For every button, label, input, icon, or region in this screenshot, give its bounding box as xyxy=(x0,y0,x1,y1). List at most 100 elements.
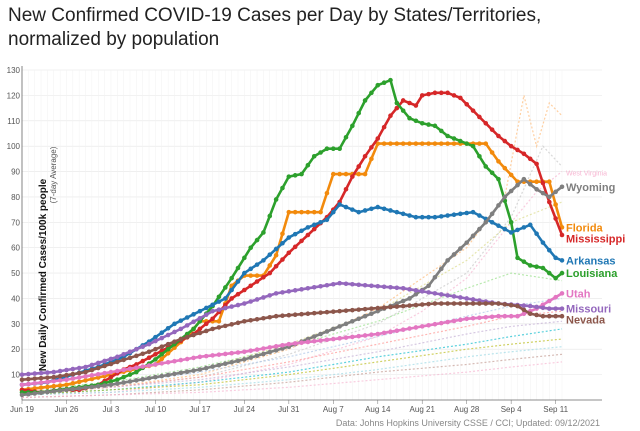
mississippi-point xyxy=(534,161,539,167)
louisiana-point xyxy=(191,326,196,332)
wyoming-point xyxy=(508,188,514,194)
missouri-point xyxy=(222,305,228,311)
missouri-point xyxy=(553,306,558,311)
arkansas-point xyxy=(400,211,406,217)
utah-point xyxy=(324,337,330,343)
florida-point xyxy=(95,375,101,380)
data-credit: Data: Johns Hopkins University CSSE / CC… xyxy=(336,418,600,428)
arkansas-point xyxy=(426,214,431,220)
missouri-point xyxy=(445,293,450,298)
wyoming-point xyxy=(330,326,336,332)
missouri-point xyxy=(527,303,533,309)
wyoming-point xyxy=(38,390,44,396)
louisiana-point xyxy=(496,176,501,182)
missouri-point xyxy=(407,287,412,292)
mississippi-point xyxy=(496,133,501,139)
mississippi-point xyxy=(134,362,139,367)
x-tick-label: Sep 4 xyxy=(501,405,522,414)
louisiana-point xyxy=(483,164,489,169)
arkansas-point xyxy=(515,227,520,233)
nevada-point xyxy=(38,375,44,381)
louisiana-point xyxy=(356,110,362,116)
missouri-point xyxy=(178,326,184,332)
missouri-point xyxy=(248,299,254,304)
louisiana-point xyxy=(369,90,374,96)
mississippi-point xyxy=(432,90,438,96)
utah-point xyxy=(337,336,342,341)
wyoming-point xyxy=(426,283,431,289)
wyoming-point xyxy=(210,364,215,369)
louisiana-point xyxy=(553,275,558,281)
utah-point xyxy=(108,369,114,375)
florida-point xyxy=(305,209,311,215)
y-tick-label: 90 xyxy=(11,168,20,177)
utah-point xyxy=(222,351,228,357)
wyoming-point xyxy=(165,372,171,378)
utah-point xyxy=(121,367,126,373)
wyoming-point xyxy=(191,368,196,373)
mississippi-point xyxy=(394,105,400,111)
missouri-point xyxy=(381,284,387,290)
arkansas-point xyxy=(432,214,438,220)
wyoming-point xyxy=(76,386,82,391)
nevada-point xyxy=(419,302,425,307)
missouri-point xyxy=(356,282,362,288)
wyoming-point xyxy=(318,331,323,337)
x-tick-label: Jul 17 xyxy=(189,405,211,414)
y-tick-label: 50 xyxy=(11,269,20,278)
wyoming-point xyxy=(254,353,260,359)
florida-point xyxy=(280,231,285,237)
mississippi-point xyxy=(438,90,444,96)
nevada-point xyxy=(438,301,444,306)
wyoming-point xyxy=(489,211,495,217)
wyoming-point xyxy=(527,181,533,187)
arkansas-point xyxy=(305,225,311,230)
arkansas-point xyxy=(546,247,552,253)
louisiana-point xyxy=(527,263,533,268)
arkansas-point xyxy=(178,318,184,323)
mississippi-point xyxy=(515,147,520,153)
louisiana-point xyxy=(121,374,126,380)
mississippi-point xyxy=(305,232,311,238)
arkansas-point xyxy=(343,204,349,210)
nevada-point xyxy=(235,320,241,326)
arkansas-point xyxy=(184,315,190,320)
missouri-point xyxy=(191,319,196,325)
louisiana-point xyxy=(458,138,463,144)
missouri-point xyxy=(159,335,165,341)
utah-point xyxy=(95,371,101,377)
florida-point xyxy=(216,319,222,324)
nevada-point xyxy=(305,311,311,316)
missouri-point xyxy=(362,282,368,288)
wyoming-point xyxy=(458,246,463,251)
florida-point xyxy=(330,171,336,177)
utah-point xyxy=(356,333,362,339)
louisiana-point xyxy=(254,237,260,243)
arkansas-point xyxy=(222,296,228,301)
missouri-point xyxy=(343,281,349,287)
utah-point xyxy=(83,374,88,379)
mississippi-point xyxy=(369,145,374,150)
arkansas-point xyxy=(419,214,425,220)
axes: 10 20 30 40 50 60 70 80 90 100 110 120 130 Jun 19 Jun … xyxy=(7,66,602,414)
missouri-point xyxy=(210,308,215,314)
mississippi-point xyxy=(553,216,558,221)
missouri-point xyxy=(388,284,393,290)
utah-point xyxy=(515,313,520,319)
utah-point xyxy=(413,325,419,330)
x-tick-label: Sep 11 xyxy=(543,405,568,414)
mississippi-point xyxy=(388,113,393,118)
y-tick-label: 10 xyxy=(11,371,20,380)
mississippi-point xyxy=(413,103,419,108)
y-tick-label: 120 xyxy=(7,91,21,100)
missouri-point xyxy=(261,295,266,300)
louisiana-point xyxy=(451,136,457,141)
nevada-point xyxy=(165,341,171,347)
nevada-point xyxy=(413,302,419,308)
florida-point xyxy=(57,383,63,388)
louisiana-point xyxy=(248,245,254,250)
louisiana-point xyxy=(508,220,514,225)
louisiana-point xyxy=(267,213,273,219)
florida-end-label: Florida xyxy=(566,222,604,234)
florida-point xyxy=(483,141,489,146)
